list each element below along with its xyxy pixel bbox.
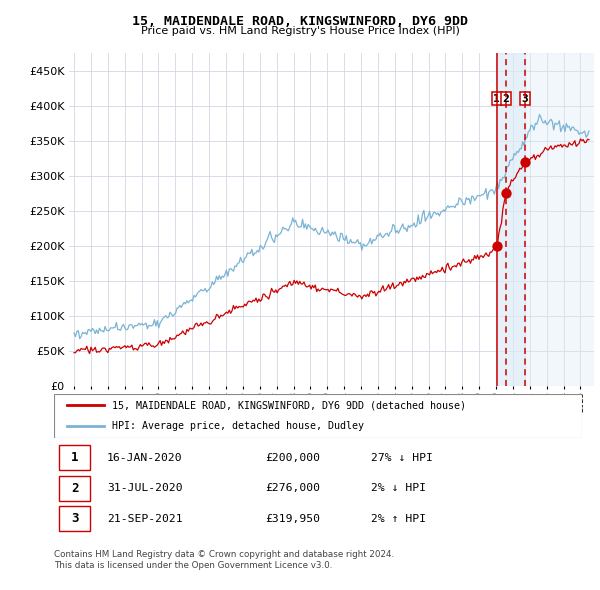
Text: Price paid vs. HM Land Registry's House Price Index (HPI): Price paid vs. HM Land Registry's House … (140, 26, 460, 36)
Text: £200,000: £200,000 (265, 453, 320, 463)
Text: 3: 3 (71, 512, 79, 525)
Text: 2% ↓ HPI: 2% ↓ HPI (371, 483, 426, 493)
FancyBboxPatch shape (59, 506, 90, 531)
Bar (497, 53, 525, 386)
Text: 15, MAIDENDALE ROAD, KINGSWINFORD, DY6 9DD: 15, MAIDENDALE ROAD, KINGSWINFORD, DY6 9… (132, 15, 468, 28)
Point (501, 188, 511, 198)
Point (492, 241, 502, 251)
Text: 2: 2 (71, 481, 79, 495)
Text: HPI: Average price, detached house, Dudley: HPI: Average price, detached house, Dudl… (112, 421, 364, 431)
Text: 1: 1 (71, 451, 79, 464)
Text: £319,950: £319,950 (265, 514, 320, 524)
Text: 27% ↓ HPI: 27% ↓ HPI (371, 453, 433, 463)
Text: 3: 3 (522, 94, 529, 104)
FancyBboxPatch shape (59, 476, 90, 500)
Text: £276,000: £276,000 (265, 483, 320, 493)
Point (520, 157, 530, 166)
FancyBboxPatch shape (54, 394, 582, 438)
Text: This data is licensed under the Open Government Licence v3.0.: This data is licensed under the Open Gov… (54, 560, 332, 569)
Text: 31-JUL-2020: 31-JUL-2020 (107, 483, 182, 493)
Bar (525, 53, 594, 386)
FancyBboxPatch shape (59, 445, 90, 470)
Text: 16-JAN-2020: 16-JAN-2020 (107, 453, 182, 463)
Text: 1: 1 (493, 94, 500, 104)
Text: 15, MAIDENDALE ROAD, KINGSWINFORD, DY6 9DD (detached house): 15, MAIDENDALE ROAD, KINGSWINFORD, DY6 9… (112, 401, 466, 411)
Text: 2: 2 (503, 94, 509, 104)
Text: 2% ↑ HPI: 2% ↑ HPI (371, 514, 426, 524)
Text: 21-SEP-2021: 21-SEP-2021 (107, 514, 182, 524)
Text: Contains HM Land Registry data © Crown copyright and database right 2024.: Contains HM Land Registry data © Crown c… (54, 550, 394, 559)
